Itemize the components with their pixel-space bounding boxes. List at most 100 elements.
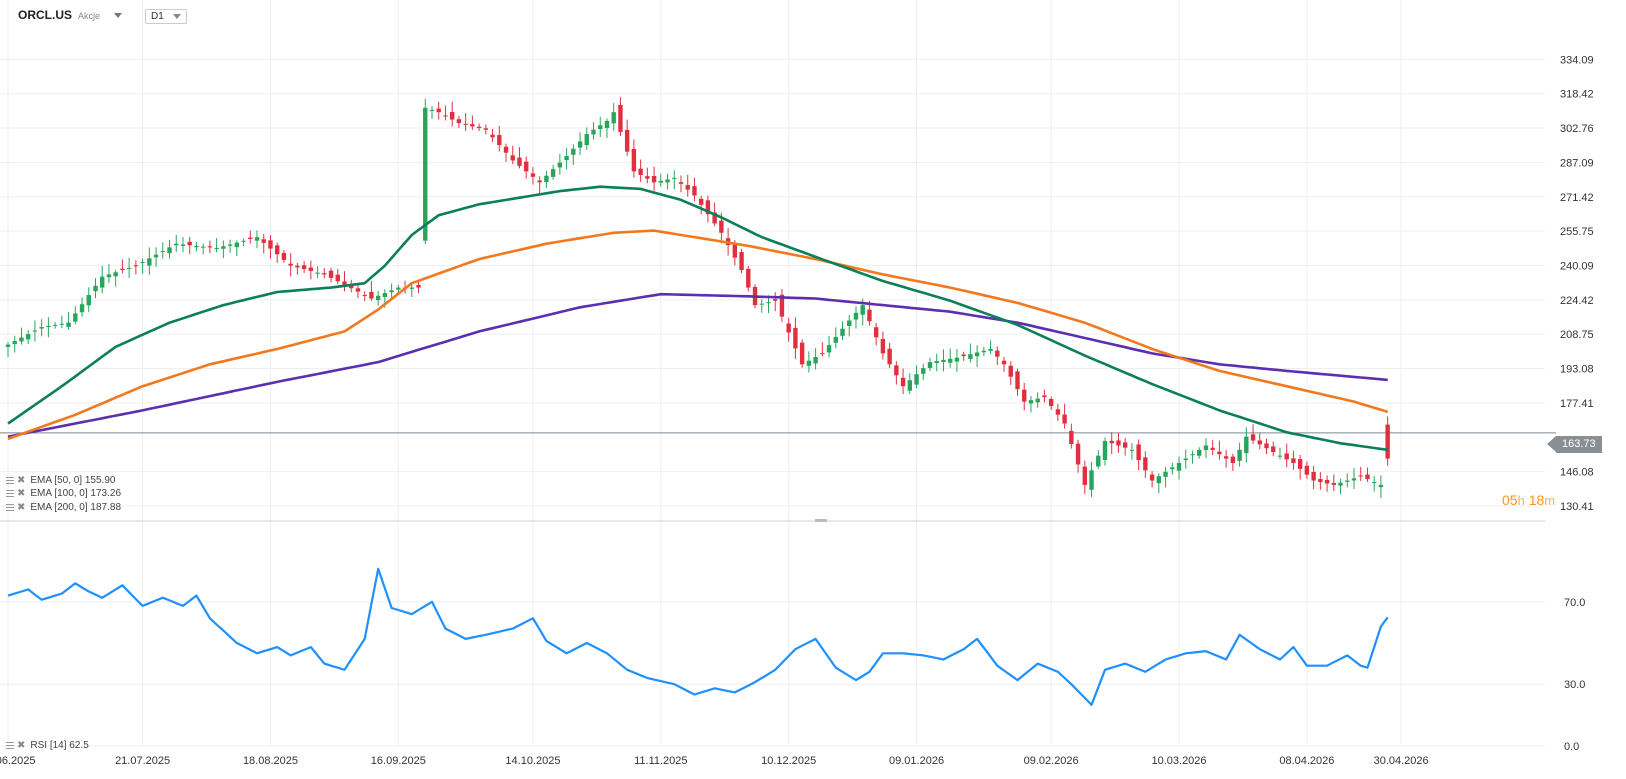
candle-body[interactable] [133,265,139,267]
candle-body[interactable] [826,345,832,353]
candle-body[interactable] [974,352,980,357]
candle-body[interactable] [1082,466,1087,485]
close-icon[interactable]: ✖ [17,502,26,513]
candle-body[interactable] [227,244,233,246]
candle-body[interactable] [1015,371,1020,390]
candle-body[interactable] [746,268,751,288]
candle-body[interactable] [288,263,293,266]
menu-icon[interactable] [6,477,14,484]
candle-body[interactable] [275,245,280,255]
ema200-legend[interactable]: ✖ EMA [200, 0] 187.88 [6,502,121,513]
candle-body[interactable] [248,237,253,239]
candle-body[interactable] [180,244,186,246]
candle-body[interactable] [369,291,374,299]
candle-body[interactable] [1271,446,1276,453]
candle-body[interactable] [618,104,623,132]
candle-body[interactable] [349,285,354,289]
candle-body[interactable] [604,120,610,129]
candle-body[interactable] [1149,474,1155,481]
menu-icon[interactable] [6,742,14,749]
candle-body[interactable] [153,254,159,258]
candle-body[interactable] [328,270,334,278]
candle-body[interactable] [1008,365,1013,377]
candle-body[interactable] [887,348,892,365]
candle-body[interactable] [793,327,798,349]
candle-body[interactable] [1129,449,1135,451]
candle-body[interactable] [1163,471,1168,477]
candle-body[interactable] [847,320,852,327]
candle-body[interactable] [1385,424,1390,459]
candle-body[interactable] [120,268,125,271]
candle-body[interactable] [692,186,697,196]
candle-body[interactable] [1176,462,1182,471]
candle-body[interactable] [833,336,838,343]
candle-body[interactable] [66,322,71,327]
candle-body[interactable] [1345,480,1350,482]
candle-body[interactable] [456,119,462,124]
candle-body[interactable] [517,157,522,166]
candle-body[interactable] [914,374,919,385]
candle-body[interactable] [476,126,482,129]
ema100-line[interactable] [7,229,1389,441]
candle-body[interactable] [234,242,240,248]
candle-body[interactable] [759,303,764,305]
candle-body[interactable] [591,129,596,135]
close-icon[interactable]: ✖ [17,488,26,499]
candle-body[interactable] [1264,443,1269,449]
candle-body[interactable] [32,330,38,332]
candle-body[interactable] [557,162,563,168]
candle-body[interactable] [1304,465,1310,475]
candle-body[interactable] [571,148,576,155]
candle-body[interactable] [342,281,347,285]
candle-body[interactable] [1022,389,1027,402]
candle-body[interactable] [537,180,542,183]
menu-icon[interactable] [6,504,14,511]
candle-body[interactable] [981,350,987,353]
ema100-legend[interactable]: ✖ EMA [100, 0] 173.26 [6,488,121,499]
candle-body[interactable] [651,176,657,183]
candle-body[interactable] [147,258,152,266]
candle-body[interactable] [1055,409,1061,415]
candle-body[interactable] [423,107,428,241]
candle-body[interactable] [59,323,65,325]
candle-body[interactable] [113,272,118,277]
candle-body[interactable] [530,173,536,177]
candle-body[interactable] [39,327,44,329]
candle-body[interactable] [261,239,266,243]
candle-body[interactable] [1143,457,1148,471]
candle-body[interactable] [12,341,17,345]
candle-body[interactable] [550,169,556,177]
candle-body[interactable] [638,168,643,176]
candle-body[interactable] [79,304,85,313]
candle-body[interactable] [806,360,812,366]
candle-body[interactable] [739,252,744,271]
candle-body[interactable] [301,265,307,270]
candle-body[interactable] [544,175,549,183]
candle-body[interactable] [335,274,340,282]
candle-body[interactable] [221,246,226,249]
candle-body[interactable] [894,365,899,376]
candle-body[interactable] [961,354,966,356]
candle-body[interactable] [93,285,98,292]
candle-body[interactable] [685,185,690,190]
candle-body[interactable] [968,354,973,359]
candle-body[interactable] [867,309,872,322]
candle-body[interactable] [645,176,650,179]
candle-body[interactable] [160,251,165,253]
candle-body[interactable] [443,115,448,117]
candle-body[interactable] [449,111,455,120]
candle-body[interactable] [1035,398,1040,403]
candle-body[interactable] [1223,456,1229,459]
candle-body[interactable] [1028,400,1034,404]
candle-body[interactable] [658,180,664,183]
candle-body[interactable] [19,337,24,342]
candle-body[interactable] [106,274,112,278]
candle-body[interactable] [1371,481,1377,483]
candle-body[interactable] [954,357,960,362]
candle-body[interactable] [1378,484,1384,488]
candle-body[interactable] [254,237,260,241]
candle-body[interactable] [1109,440,1114,444]
candle-body[interactable] [1048,398,1054,406]
candle-body[interactable] [732,242,738,258]
candle-body[interactable] [389,290,394,293]
